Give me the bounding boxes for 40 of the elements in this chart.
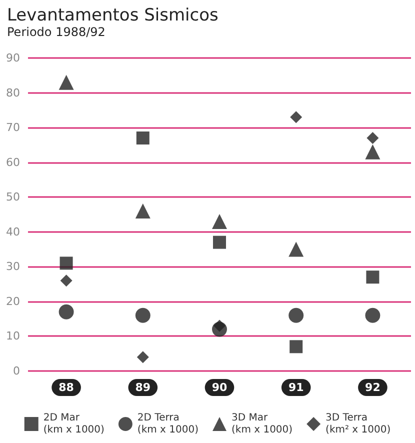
x-tick-label: 88 xyxy=(58,381,74,394)
x-tick-label: 92 xyxy=(365,381,380,394)
legend-label: 3D Mar (km x 1000) xyxy=(231,412,293,436)
chart-title: Levantamentos Sismicos xyxy=(7,6,218,26)
point xyxy=(60,256,73,270)
y-tick-label: 10 xyxy=(6,330,20,343)
point xyxy=(290,111,302,124)
point xyxy=(365,308,380,323)
point xyxy=(288,308,304,323)
point xyxy=(135,308,150,323)
y-tick-label: 60 xyxy=(6,156,20,169)
point xyxy=(212,214,227,229)
point xyxy=(365,144,380,160)
y-tick-label: 30 xyxy=(6,260,20,274)
y-tick-label: 20 xyxy=(6,294,20,308)
point xyxy=(135,204,150,219)
point xyxy=(58,74,74,90)
y-tick-label: 40 xyxy=(6,225,20,238)
chart-subtitle: Periodo 1988/92 xyxy=(7,25,106,39)
legend-label: 2D Mar (km x 1000) xyxy=(43,412,105,436)
y-tick-label: 50 xyxy=(6,190,20,204)
point xyxy=(290,340,303,354)
y-tick-label: 70 xyxy=(6,121,20,134)
x-tick-label: 89 xyxy=(135,381,151,394)
point xyxy=(58,304,74,320)
point xyxy=(213,236,226,249)
point xyxy=(366,132,379,144)
point xyxy=(136,131,150,144)
x-tick-label: 90 xyxy=(212,381,228,394)
point xyxy=(136,351,149,364)
y-tick-label: 0 xyxy=(13,364,20,378)
point xyxy=(60,274,72,287)
point xyxy=(214,320,226,332)
legend-label: 2D Terra (km x 1000) xyxy=(137,412,199,436)
x-tick-label: 91 xyxy=(288,381,304,394)
point xyxy=(288,242,304,257)
y-tick-label: 80 xyxy=(6,86,20,100)
y-tick-label: 90 xyxy=(6,52,20,64)
legend-label: 3D Terra (km² x 1000) xyxy=(326,412,391,436)
point xyxy=(366,270,380,284)
